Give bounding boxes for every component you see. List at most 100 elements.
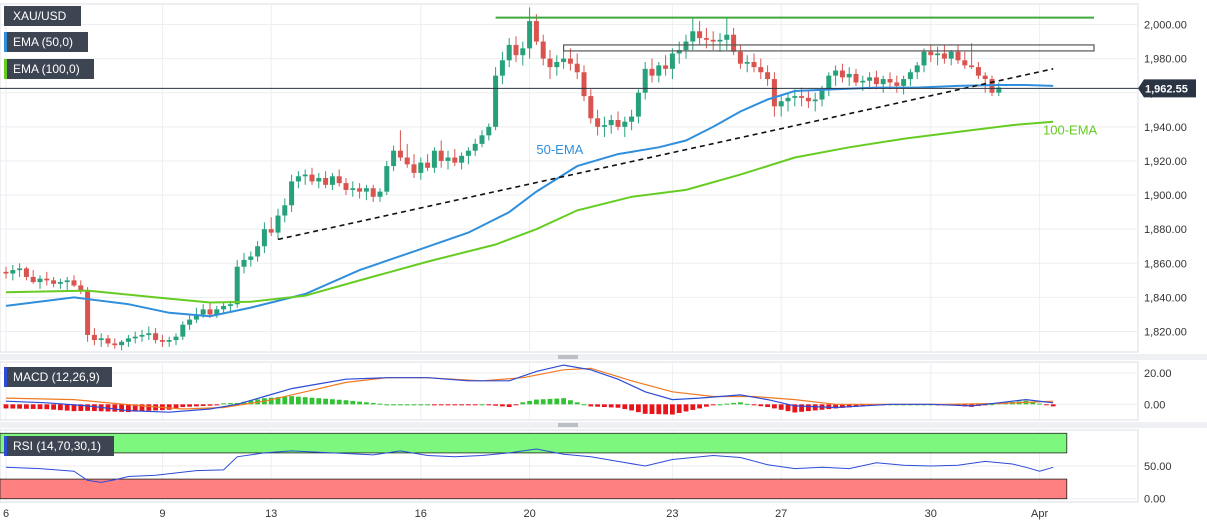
macd-histogram-bar (785, 404, 791, 412)
macd-histogram-bar (792, 404, 798, 413)
candle-body (799, 96, 805, 98)
candle-body (839, 70, 845, 78)
rsi-legend-text: RSI (14,70,30,1) (13, 439, 101, 453)
candle-body (860, 80, 866, 83)
candle-body (309, 174, 315, 182)
macd-legend-bg[interactable] (4, 367, 112, 387)
x-tick-label: 20 (523, 508, 535, 520)
candle-body (472, 143, 478, 151)
candle-body (411, 164, 417, 173)
macd-histogram-bar (500, 404, 505, 407)
candle-body (975, 67, 981, 76)
ema100-legend[interactable]: EMA (100,0) (4, 59, 94, 79)
candle-body (445, 157, 451, 161)
candle-body (676, 50, 682, 54)
indicator-lines: 50-EMA 100-EMA (0, 16, 1138, 483)
candle-body (649, 68, 655, 76)
macd-histogram-bar (323, 398, 328, 405)
ema50-legend-bg[interactable] (4, 32, 88, 52)
candle-body (166, 340, 172, 342)
macd-histogram-bar (513, 404, 519, 406)
macd-legend[interactable]: MACD (12,26,9) (4, 367, 112, 387)
candle-body (894, 82, 900, 86)
candle-body (873, 77, 879, 85)
macd-histogram-bar (738, 402, 743, 405)
candle-body (78, 285, 84, 291)
macd-histogram-bar (629, 404, 634, 411)
macd-histogram-bar (1030, 402, 1036, 405)
candle-body (275, 215, 281, 233)
x-tick-label: 6 (3, 508, 9, 520)
candle-body (248, 256, 254, 260)
macd-histogram-bar (404, 404, 410, 406)
candle-body (819, 89, 825, 100)
symbol-label[interactable]: XAU/USD (4, 6, 81, 26)
symbol-label-bg[interactable] (4, 6, 81, 26)
macd-histogram-bar (806, 404, 811, 412)
rsi-y-tick-label: 50.00 (1144, 461, 1172, 473)
x-tick-label: 13 (265, 508, 277, 520)
macd-histogram-bar (506, 404, 512, 408)
ema50-legend[interactable]: EMA (50,0) (4, 32, 88, 52)
macd-histogram-bar (384, 404, 390, 406)
x-tick-label: 16 (415, 508, 427, 520)
macd-histogram-bar (493, 404, 498, 406)
candle-body (404, 157, 410, 165)
rsi-legend[interactable]: RSI (14,70,30,1) (4, 436, 114, 456)
y-tick-label: 1,880.00 (1144, 224, 1187, 236)
candle-body (499, 60, 505, 76)
candle-body (778, 101, 784, 107)
macd-histogram-bar (248, 400, 254, 405)
macd-histogram-bar (731, 402, 736, 405)
ema100-legend-bg[interactable] (4, 59, 94, 79)
candle-body (57, 282, 63, 284)
candle-body (282, 205, 288, 216)
candle-body (914, 65, 920, 73)
ema100-annotation: 100-EMA (1043, 123, 1098, 138)
candle-body (234, 266, 240, 305)
panel-separator[interactable] (0, 354, 1207, 360)
macd-histogram-bar (765, 404, 770, 408)
candle-body (125, 338, 131, 342)
macd-histogram-bar (751, 404, 757, 406)
candle-body (703, 38, 709, 40)
macd-histogram-bar (398, 404, 403, 406)
macd-histogram-bar (330, 399, 335, 405)
candle-body (588, 96, 594, 119)
macd-histogram-bar (622, 404, 628, 410)
macd-histogram-bar (642, 404, 648, 414)
candle-body (941, 53, 947, 59)
rsi-legend-bg[interactable] (4, 436, 114, 456)
macd-histogram-bar (778, 404, 784, 410)
panel-separator[interactable] (0, 422, 1207, 428)
macd-histogram-bar (180, 404, 186, 408)
macd-histogram-bar (44, 404, 50, 410)
x-tick-label: 23 (666, 508, 678, 520)
macd-histogram-bar (112, 404, 118, 412)
macd-histogram-bar (207, 404, 213, 406)
candle-body (513, 44, 519, 56)
macd-histogram-bar (670, 404, 675, 415)
axes: 2,000.001,980.001,960.001,940.001,920.00… (3, 19, 1196, 520)
candle-body (520, 48, 526, 56)
candle-body (969, 65, 975, 68)
macd-histogram-bar (1050, 404, 1056, 407)
macd-histogram-bar (30, 404, 36, 409)
macd-histogram-bar (432, 404, 437, 406)
macd-histogram-bar (833, 404, 838, 409)
candle-body (323, 178, 329, 185)
candle-body (350, 188, 356, 190)
candle-body (425, 162, 431, 168)
candle-body (391, 150, 397, 167)
macd-histogram-bar (343, 400, 349, 405)
candle-body (431, 150, 437, 168)
candle-body (595, 118, 601, 127)
candle-body (867, 77, 873, 81)
candle-body (731, 34, 737, 52)
macd-histogram-bar (540, 399, 546, 405)
macd-legend-swatch (4, 367, 7, 387)
macd-histogram-bar (717, 404, 723, 406)
resistance-rectangle (562, 44, 1095, 52)
candle-body (717, 39, 723, 42)
